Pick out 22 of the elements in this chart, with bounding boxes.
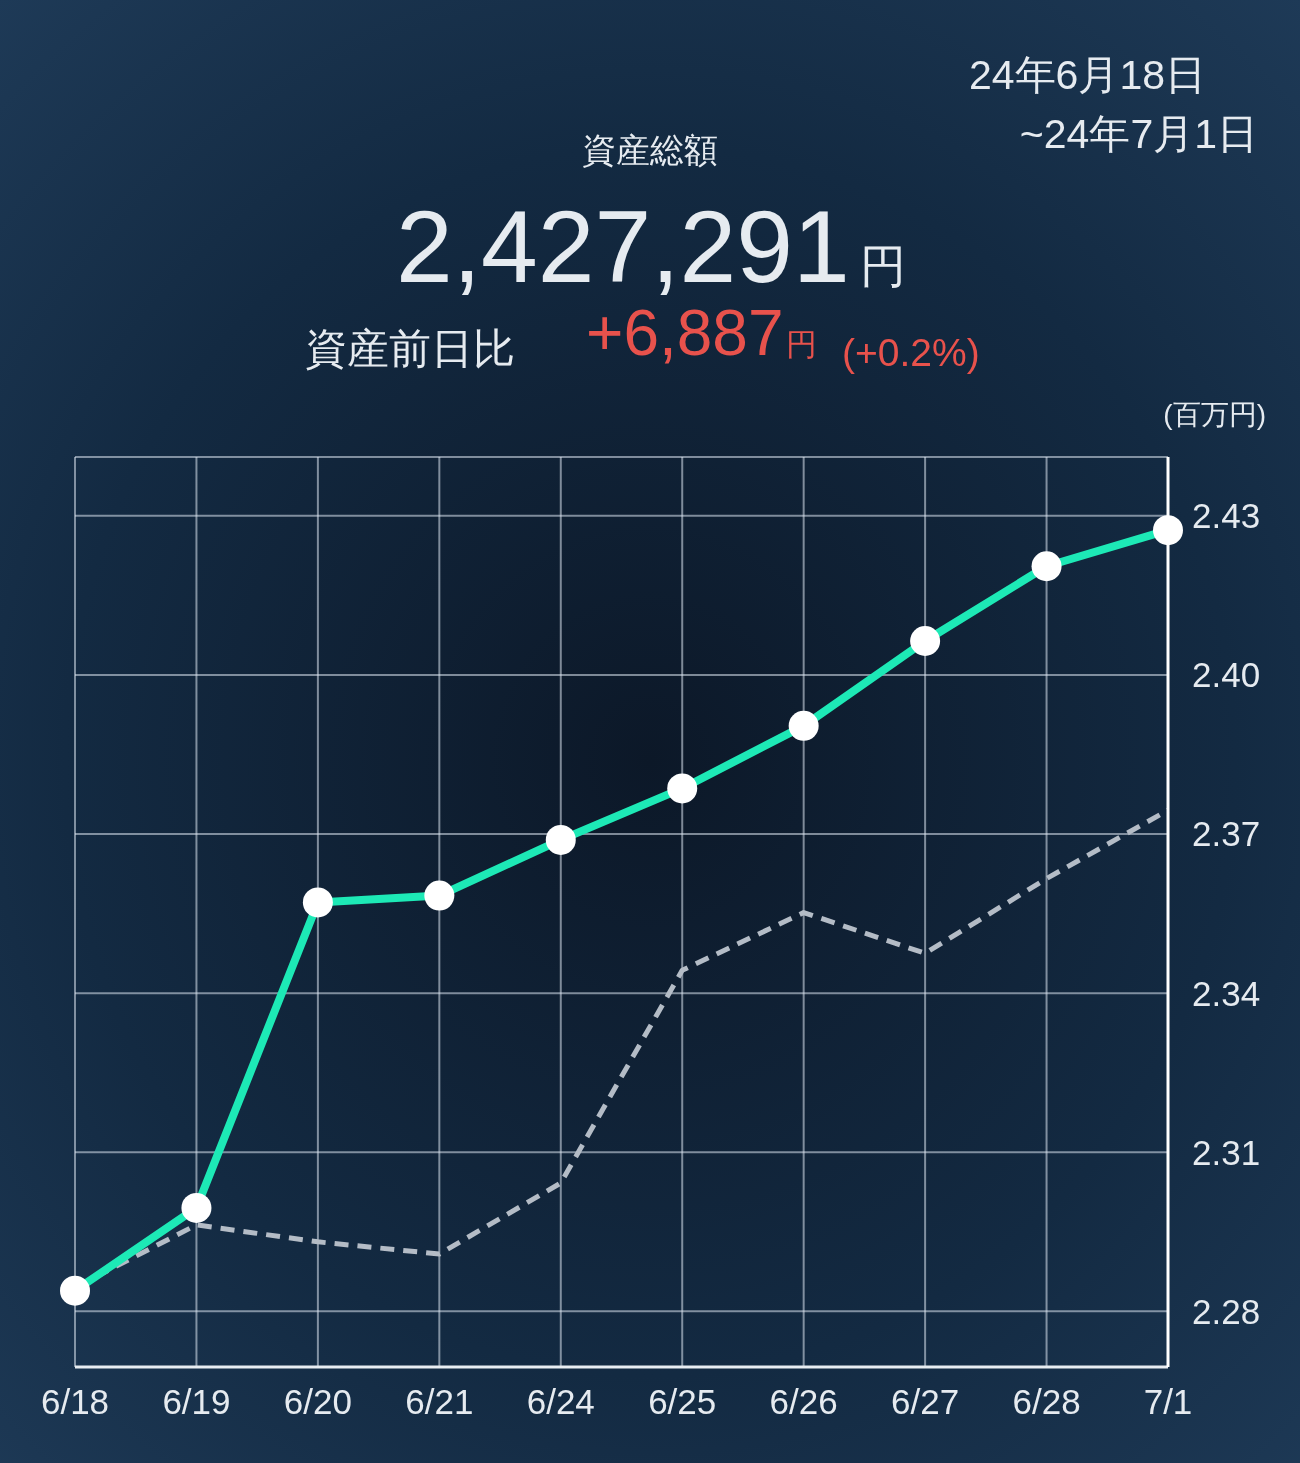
x-tick-label: 7/1: [1143, 1381, 1193, 1421]
x-tick-label: 6/27: [891, 1381, 960, 1421]
chart-title: 資産総額: [582, 131, 718, 169]
y-axis-title: (百万円): [1163, 399, 1266, 430]
text: 資産前日比: [305, 325, 515, 372]
x-tick-label: 6/19: [162, 1381, 231, 1421]
x-tick-label: 6/18: [40, 1381, 110, 1421]
x-tick-label: 6/25: [648, 1381, 717, 1421]
x-tick-label: 6/20: [283, 1381, 352, 1421]
y-tick-label: 2.40: [1192, 655, 1261, 695]
text: ~24年7月1日: [1019, 111, 1258, 157]
y-tick-label: 2.31: [1192, 1132, 1261, 1172]
y-tick-label: 2.37: [1192, 814, 1261, 854]
text: 24年6月18日: [968, 52, 1206, 98]
text: (+0.2%): [842, 331, 980, 374]
x-tick-label: 6/21: [405, 1381, 474, 1421]
y-tick-label: 2.34: [1192, 973, 1261, 1013]
x-tick-label: 6/26: [769, 1381, 838, 1421]
y-tick-label: 2.43: [1192, 496, 1261, 536]
y-tick-label: 2.28: [1192, 1291, 1261, 1331]
x-tick-label: 6/24: [526, 1381, 595, 1421]
x-tick-label: 6/28: [1012, 1381, 1081, 1421]
